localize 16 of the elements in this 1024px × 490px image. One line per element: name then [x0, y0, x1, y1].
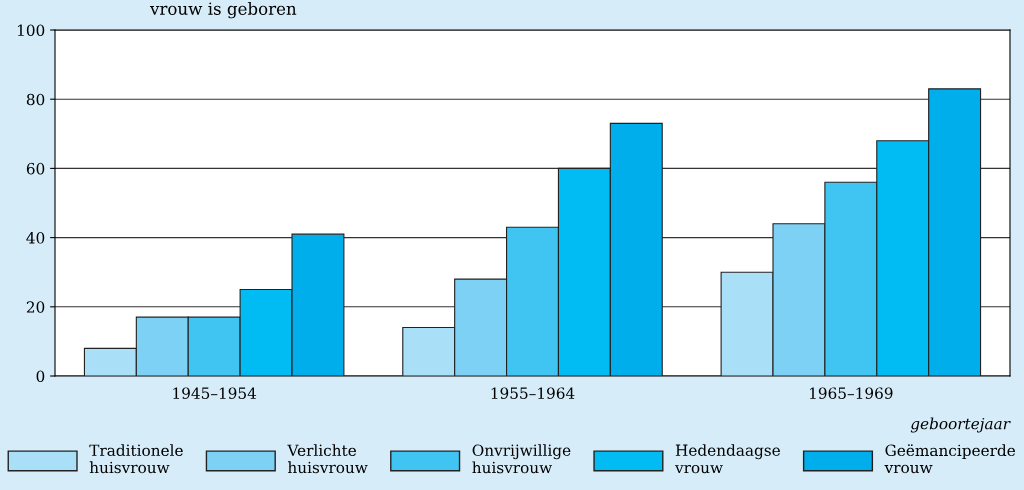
- legend-label: Geëmancipeerde vrouw: [884, 444, 1015, 474]
- legend-label: Verlichte huisvrouw: [287, 444, 368, 474]
- x-tick-label: 1965–1969: [810, 387, 893, 399]
- legend-label: Onvrijwillige huisvrouw: [472, 444, 571, 474]
- legend-label: Hedendaagse vrouw: [674, 444, 780, 474]
- x-axis-title: geboortejaar: [910, 417, 1011, 433]
- y-tick-label: 40: [26, 232, 45, 244]
- y-tick-label: 80: [26, 93, 45, 106]
- x-tick-label: 1955–1964: [491, 387, 575, 399]
- y-tick-label: 100: [17, 24, 45, 37]
- x-tick-label: 1945–1954: [173, 387, 257, 399]
- chart-title: vrouw is geboren: [149, 2, 297, 19]
- legend-label: Traditionele huisvrouw: [89, 444, 183, 474]
- y-tick-label: 20: [26, 301, 45, 313]
- y-tick-label: 0: [36, 370, 45, 383]
- y-tick-label: 60: [26, 162, 45, 175]
